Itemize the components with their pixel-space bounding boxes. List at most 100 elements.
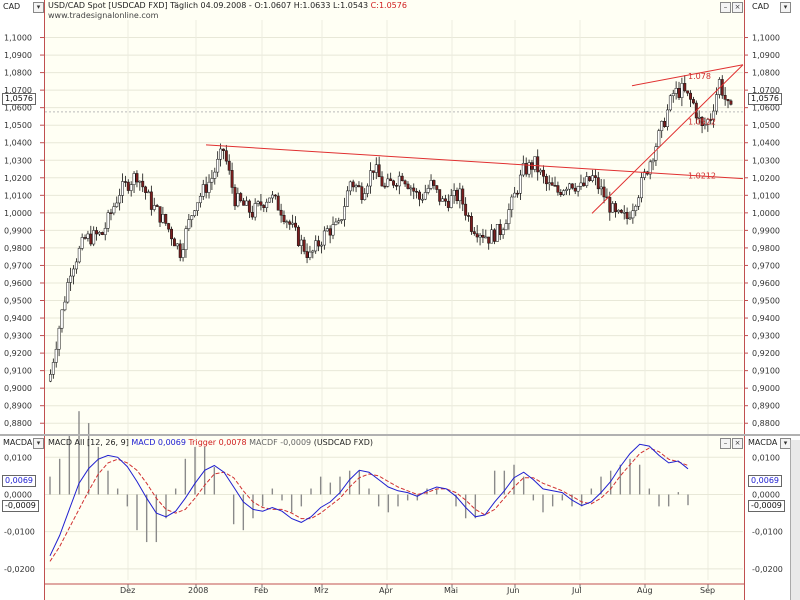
left-y-tick-label: 1,0200: [4, 174, 32, 183]
macdf-right-value-box: -0,0009: [748, 500, 785, 512]
candle-body: [490, 229, 494, 244]
candle-body: [198, 196, 202, 204]
candle-body: [80, 237, 84, 249]
candle-body: [394, 185, 398, 187]
candle-body: [467, 215, 470, 217]
candle-body: [175, 243, 179, 247]
candle-body: [429, 180, 433, 189]
candle-body: [334, 221, 338, 225]
right-y-tick-label: 1,0500: [752, 121, 780, 130]
right-axis-menu-icon[interactable]: ▾: [780, 2, 791, 13]
candle-body: [389, 178, 393, 182]
candle-body: [100, 232, 104, 235]
candle-body: [533, 156, 537, 170]
right-y-tick-label: 0,9800: [752, 244, 780, 253]
candle-body: [351, 181, 355, 188]
candle-body: [729, 100, 733, 105]
candle-body: [190, 215, 194, 220]
pane-divider[interactable]: [0, 434, 800, 436]
candle-body: [392, 180, 396, 186]
candle-body: [239, 193, 243, 201]
macd-pane-close-icon[interactable]: ×: [732, 438, 743, 449]
vertical-scrollbar[interactable]: [790, 440, 800, 600]
macd-left-y-tick-label: -0,0100: [4, 528, 35, 537]
candle-body: [345, 190, 349, 207]
right-y-tick-label: 0,8900: [752, 402, 780, 411]
candle-body: [74, 261, 78, 270]
candle-body: [542, 169, 545, 177]
candle-body: [242, 200, 246, 206]
left-y-tick-label: 0,9800: [4, 244, 32, 253]
macd-left-axis-menu-icon[interactable]: ▾: [33, 438, 44, 449]
candle-body: [83, 237, 87, 239]
candle-body: [666, 109, 669, 127]
candle-body: [677, 88, 681, 98]
candle-body: [478, 234, 482, 238]
candle-body: [207, 181, 211, 193]
left-y-tick-label: 0,9300: [4, 332, 32, 341]
candle-body: [69, 275, 73, 283]
candle-body: [634, 205, 638, 211]
macd-right-axis-symbol[interactable]: MACDA: [748, 438, 778, 447]
right-y-tick-label: 1,0400: [752, 139, 780, 148]
candle-body: [279, 209, 283, 216]
left-y-tick-label: 0,9600: [4, 279, 32, 288]
macd-pane-minimize-icon[interactable]: –: [720, 438, 731, 449]
candle-body: [187, 219, 191, 229]
candle-body: [507, 209, 511, 224]
candle-body: [230, 170, 234, 188]
candle-body: [553, 185, 557, 187]
candle-body: [210, 178, 214, 183]
candle-body: [216, 158, 220, 173]
candle-body: [305, 251, 309, 258]
candle-body: [441, 198, 445, 202]
macd-left-y-tick-label: 0,0000: [4, 490, 32, 499]
left-y-tick-label: 1,0500: [4, 121, 32, 130]
candle-body: [380, 176, 384, 187]
right-current-price-box: 1,0576: [748, 93, 782, 105]
candle-body: [654, 146, 658, 161]
candle-body: [224, 150, 228, 162]
candle-body: [219, 148, 223, 160]
x-tick-label: Jul: [571, 586, 582, 595]
left-y-tick-label: 0,8800: [4, 419, 32, 428]
candle-body: [103, 228, 107, 235]
right-y-tick-label: 1,0200: [752, 174, 780, 183]
candle-body: [276, 195, 280, 211]
x-tick-label: Feb: [254, 586, 268, 595]
candle-body: [475, 233, 479, 238]
candle-body: [296, 226, 300, 246]
candle-body: [236, 193, 240, 207]
candle-body: [625, 211, 629, 219]
candle-body: [631, 210, 635, 219]
candle-body: [366, 185, 370, 194]
right-axis-symbol[interactable]: CAD: [752, 2, 770, 11]
candle-body: [706, 119, 710, 125]
x-tick-label: Jun: [506, 586, 520, 595]
right-y-tick-label: 1,0800: [752, 69, 780, 78]
candle-body: [337, 220, 341, 223]
left-axis-menu-icon[interactable]: ▾: [33, 2, 44, 13]
macd-left-value-box: 0,0069: [2, 475, 36, 487]
candle-body: [464, 203, 468, 216]
candle-body: [348, 181, 352, 192]
candle-body: [247, 200, 251, 213]
candle-body: [98, 232, 101, 235]
candle-body: [123, 181, 127, 183]
candle-body: [547, 182, 551, 185]
candle-body: [449, 195, 453, 208]
left-axis-symbol[interactable]: CAD: [3, 2, 21, 11]
pane-minimize-icon[interactable]: –: [720, 2, 731, 13]
candle-body: [640, 177, 643, 199]
left-y-tick-label: 0,9900: [4, 226, 32, 235]
candle-body: [54, 348, 58, 363]
x-tick-label: Mai: [444, 586, 458, 595]
macd-title: MACD All [12, 26, 9] MACD 0,0069 Trigger…: [48, 438, 373, 448]
left-y-tick-label: 0,8900: [4, 402, 32, 411]
candle-body: [273, 194, 277, 197]
macd-left-axis-symbol[interactable]: MACDA: [3, 438, 33, 447]
candle-body: [697, 116, 701, 119]
pane-close-icon[interactable]: ×: [732, 2, 743, 13]
candle-body: [703, 124, 707, 126]
x-tick-label: Aug: [637, 586, 653, 595]
